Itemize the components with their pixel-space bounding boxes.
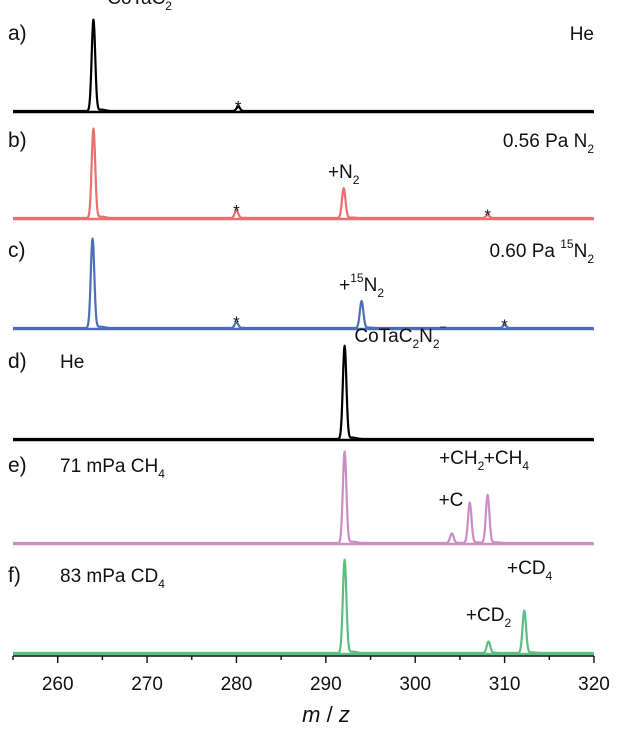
peak-label: +15N2 [339, 271, 384, 300]
panel-f: f) 83 mPa CD4 +CD2 +CD4 [8, 558, 595, 656]
peak-label: +N2 [328, 162, 360, 187]
x-tick-label: 300 [399, 674, 431, 695]
spectrum-trace [12, 18, 595, 113]
x-tick-label: 320 [578, 674, 610, 695]
peak-label: +CH4 [484, 448, 530, 473]
panel-letter: c) [8, 239, 26, 262]
x-tick-label: 290 [310, 674, 342, 695]
condition-label: 0.60 Pa 15N2 [489, 237, 594, 266]
x-tick-label: 280 [221, 674, 253, 695]
peak-label: CoTaC2− [107, 0, 179, 13]
spectrum-trace [12, 344, 595, 441]
panel-letter: f) [8, 564, 21, 587]
condition-label: He [60, 352, 84, 373]
panel-d: d) He CoTaC2N2− [8, 320, 595, 442]
impurity-marker: * [233, 201, 240, 220]
condition-label: 83 mPa CD4 [60, 566, 165, 591]
impurity-marker: * [235, 98, 242, 117]
panel-b: b) 0.56 Pa N2 +N2 * * [8, 127, 595, 225]
peak-label: +CD4 [507, 558, 553, 583]
peak-label: +CH2 [439, 448, 485, 473]
panel-letter: e) [8, 454, 27, 477]
x-tick-label: 270 [131, 674, 163, 695]
x-tick-label: 260 [42, 674, 74, 695]
panel-letter: b) [8, 129, 27, 152]
impurity-marker: * [484, 206, 491, 225]
condition-label: 71 mPa CH4 [60, 456, 165, 481]
x-axis-label: m / z [302, 702, 350, 727]
impurity-marker: * [233, 313, 240, 332]
condition-label: 0.56 Pa N2 [503, 131, 595, 156]
peak-label: CoTaC2N2− [354, 320, 446, 351]
panel-e: e) 71 mPa CH4 +C +CH2 +CH4 [8, 448, 595, 546]
panel-c: c) 0.60 Pa 15N2 +15N2 * * [8, 237, 594, 335]
spectra-panels: a) He CoTaC2− * b) 0.56 Pa N2 +N2 * * c) 0.60 Pa 1… [8, 0, 595, 656]
peak-label: +C [439, 490, 464, 511]
x-tick-label: 310 [489, 674, 521, 695]
x-axis-label-sep: / [320, 702, 338, 727]
panel-letter: d) [8, 350, 27, 373]
x-axis-label-m: m [302, 702, 320, 727]
panel-letter: a) [8, 22, 27, 45]
x-axis-label-z: z [338, 702, 350, 727]
panel-a: a) He CoTaC2− * [8, 0, 595, 117]
condition-label: He [570, 24, 594, 45]
x-axis: 260 270 280 290 300 310 320 [12, 655, 610, 695]
peak-label: +CD2 [466, 605, 512, 630]
impurity-marker: * [501, 316, 508, 335]
